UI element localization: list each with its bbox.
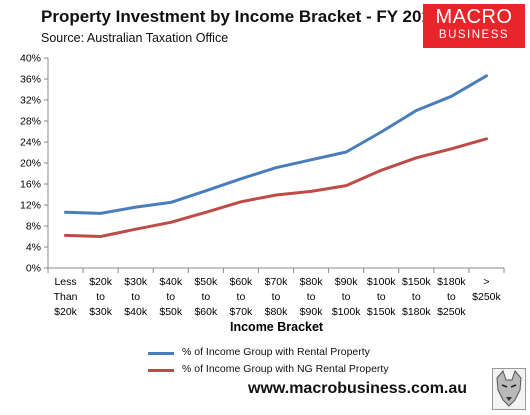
- x-tick-label-line: $20k: [89, 276, 113, 288]
- wolf-mascot-icon: [492, 368, 526, 410]
- x-axis-title: Income Bracket: [230, 320, 324, 334]
- x-tick-label-line: $70k: [230, 306, 254, 318]
- x-tick-label-line: $150k: [402, 276, 431, 288]
- x-tick-label-line: $80k: [300, 276, 324, 288]
- x-tick-label-line: $100k: [332, 306, 361, 318]
- chart-series: [64, 74, 488, 238]
- x-tick-label: > $250k: [472, 276, 501, 303]
- x-tick-label-line: to: [377, 291, 386, 303]
- legend-swatch-rental: [148, 352, 174, 355]
- website-link[interactable]: www.macrobusiness.com.au: [248, 380, 468, 397]
- y-tick-label: 36%: [20, 74, 41, 86]
- x-tick-label: $100k to $150k: [367, 276, 396, 318]
- x-tick-label-line: $20k: [54, 306, 78, 318]
- x-tick-label-line: $90k: [335, 276, 359, 288]
- x-tick-label-line: to: [166, 291, 175, 303]
- x-tick-label-line: Less: [54, 276, 76, 288]
- x-tick-label-line: to: [342, 291, 351, 303]
- x-tick-label-line: $180k: [437, 276, 466, 288]
- x-tick-label-line: $100k: [367, 276, 396, 288]
- chart-source: Source: Australian Taxation Office: [41, 31, 229, 45]
- x-tick-label-line: to: [131, 291, 140, 303]
- x-tick-label-line: to: [412, 291, 421, 303]
- legend-label-rental: % of Income Group with Rental Property: [182, 346, 370, 358]
- logo-line-1: MACRO: [435, 6, 513, 28]
- x-tick-label: Less Than $20k: [54, 276, 78, 318]
- x-tick-label: $180k to $250k: [437, 276, 466, 318]
- x-tick-label-line: $50k: [159, 306, 183, 318]
- y-tick-label: 4%: [26, 242, 41, 254]
- chart-axes: [47, 58, 504, 269]
- x-tick-label-line: to: [307, 291, 316, 303]
- x-tick-label-line: Than: [54, 291, 78, 303]
- x-tick-label-line: $70k: [265, 276, 289, 288]
- y-tick-label: 0%: [26, 263, 41, 275]
- x-tick-label: $60k to $70k: [230, 276, 254, 318]
- x-tick-label-line: to: [447, 291, 456, 303]
- x-tick-label: $80k to $90k: [300, 276, 324, 318]
- x-tick-label-line: $50k: [194, 276, 218, 288]
- legend-label-ng-rental: % of Income Group with NG Rental Propert…: [182, 363, 389, 375]
- x-tick-label-line: $40k: [159, 276, 183, 288]
- x-tick-label-line: $30k: [89, 306, 113, 318]
- logo-line-2: BUSINESS: [438, 29, 510, 41]
- x-tick-label-line: $60k: [194, 306, 218, 318]
- y-tick-label: 12%: [20, 200, 41, 212]
- y-tick-label: 8%: [26, 221, 41, 233]
- x-tick-label-line: $90k: [300, 306, 324, 318]
- x-tick-label: $50k to $60k: [194, 276, 218, 318]
- y-axis-ticks: 0% 4% 8% 12% 16% 20% 24% 28% 32% 36% 40%: [20, 53, 48, 275]
- series-line-2: [64, 137, 488, 238]
- x-tick-label: $40k to $50k: [159, 276, 183, 318]
- x-tick-label: $90k to $100k: [332, 276, 361, 318]
- x-tick-label-line: to: [201, 291, 210, 303]
- y-tick-label: 20%: [20, 158, 41, 170]
- x-tick-label-line: >: [483, 276, 489, 288]
- x-tick-label-line: $150k: [367, 306, 396, 318]
- x-tick-label-line: to: [96, 291, 105, 303]
- x-tick-label-line: $60k: [230, 276, 254, 288]
- macrobusiness-logo: MACRO BUSINESS: [423, 4, 525, 48]
- x-tick-label-line: $30k: [124, 276, 148, 288]
- x-tick-label-line: $40k: [124, 306, 148, 318]
- x-tick-label-line: $80k: [265, 306, 289, 318]
- legend-swatch-ng-rental: [148, 369, 174, 372]
- y-tick-label: 32%: [20, 95, 41, 107]
- x-tick-label: $30k to $40k: [124, 276, 148, 318]
- x-tick-label-line: $180k: [402, 306, 431, 318]
- x-tick-label-line: $250k: [472, 291, 501, 303]
- x-tick-label: $70k to $80k: [265, 276, 289, 318]
- chart-title: Property Investment by Income Bracket - …: [41, 7, 440, 26]
- x-tick-label-line: to: [272, 291, 281, 303]
- series-line-1: [64, 74, 488, 215]
- x-tick-label: $20k to $30k: [89, 276, 113, 318]
- y-tick-label: 28%: [20, 116, 41, 128]
- x-tick-label: $150k to $180k: [402, 276, 431, 318]
- x-tick-label-line: $250k: [437, 306, 466, 318]
- y-tick-label: 40%: [20, 53, 41, 65]
- y-tick-label: 16%: [20, 179, 41, 191]
- x-axis-ticks: Less Than $20k$20k to $30k$30k to $40k$40k to $5…: [47, 268, 505, 318]
- x-tick-label-line: to: [237, 291, 246, 303]
- y-tick-label: 24%: [20, 137, 41, 149]
